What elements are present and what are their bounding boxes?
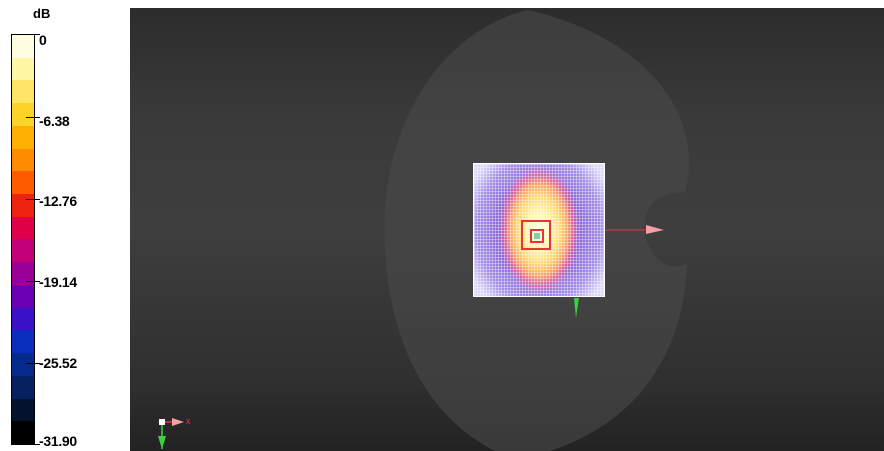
x-axis-arrow-icon <box>646 225 664 234</box>
color-band <box>12 57 34 81</box>
color-band <box>12 125 34 149</box>
tick-label-2: -12.76 <box>39 193 77 209</box>
color-band <box>12 398 34 422</box>
tick-label-3: -19.14 <box>39 274 77 290</box>
color-band <box>12 239 34 263</box>
tick-mark-1 <box>26 117 40 118</box>
zoom-scan-cube-outer <box>521 220 551 250</box>
color-band <box>12 262 34 285</box>
color-band <box>12 80 34 104</box>
tick-label-1: -6.38 <box>39 113 70 129</box>
3d-viewport[interactable]: x <box>130 8 884 451</box>
color-band <box>12 171 34 195</box>
color-band <box>12 194 34 217</box>
triad-x-label: x <box>186 416 191 426</box>
colorbar-legend: dB 0 -6.38 -12.76 -19.14 -25.52 -31.90 <box>0 0 128 451</box>
color-band <box>12 148 34 172</box>
tick-mark-3 <box>26 281 40 282</box>
tick-mark-2 <box>26 199 40 200</box>
tick-mark-5 <box>26 444 40 445</box>
color-band <box>12 307 34 331</box>
tick-mark-0 <box>26 34 40 35</box>
color-band <box>12 375 34 399</box>
legend-unit-label: dB <box>33 6 51 21</box>
zoom-scan-cube-inner <box>530 229 544 243</box>
color-band <box>12 330 34 354</box>
tick-label-0: 0 <box>39 32 47 48</box>
color-band <box>12 103 34 126</box>
color-band <box>12 216 34 240</box>
tick-mark-4 <box>26 363 40 364</box>
y-axis-arrow-icon <box>574 298 579 318</box>
color-band <box>12 284 34 308</box>
color-scale-bar <box>11 34 35 445</box>
peak-point-marker <box>534 233 540 239</box>
tick-label-4: -25.52 <box>39 355 77 371</box>
color-band <box>12 421 34 444</box>
color-band <box>12 35 34 58</box>
axis-triad-icon: x <box>158 416 191 449</box>
tick-label-5: -31.90 <box>39 433 77 449</box>
color-band <box>12 353 34 376</box>
